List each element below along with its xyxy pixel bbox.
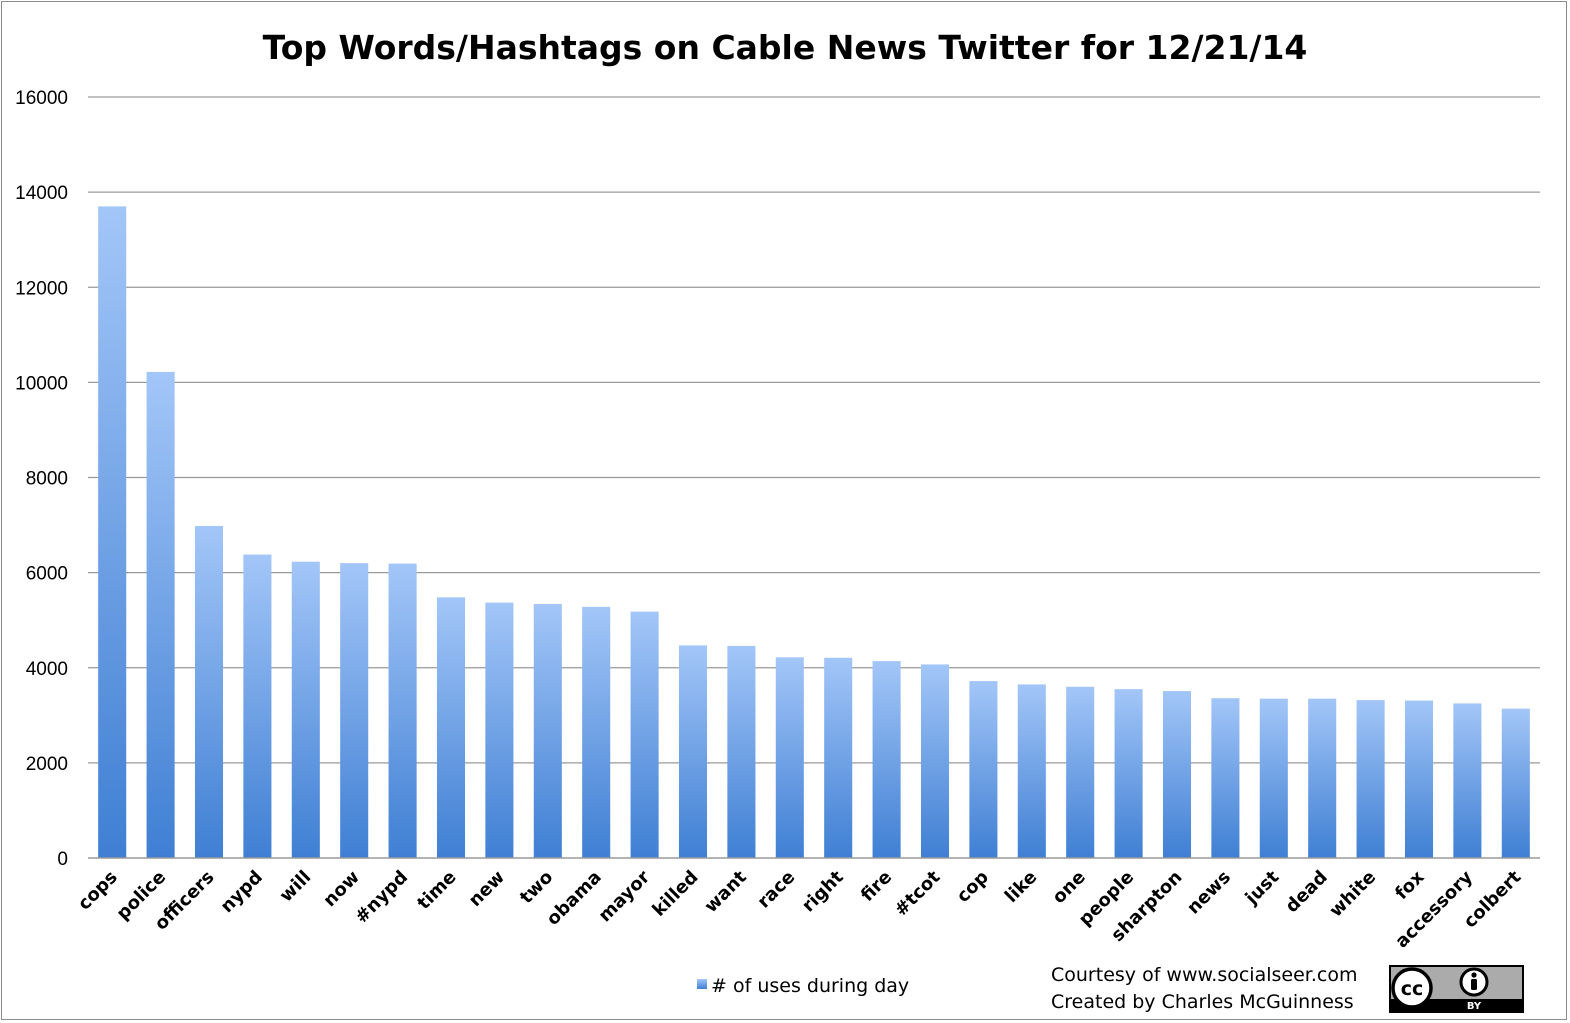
bar-officers (194, 526, 224, 858)
x-tick-label: new (465, 867, 509, 911)
bar-fire (872, 661, 901, 858)
bar-people (1114, 689, 1143, 858)
bar-one (1066, 686, 1095, 858)
legend: # of uses during day (697, 975, 909, 997)
credits: Courtesy of www.socialseer.com Created b… (1051, 964, 1357, 1013)
bar-want (727, 645, 756, 858)
y-tick-label: 14000 (15, 183, 68, 204)
x-tick-label: just (1241, 866, 1284, 909)
x-tick-label: fire (857, 867, 896, 906)
x-tick-label: like (1001, 867, 1041, 907)
x-tick-label: mayor (595, 867, 655, 927)
x-tick-label: nypd (216, 867, 266, 917)
y-tick-label: 8000 (26, 469, 68, 490)
x-tick-label: one (1048, 867, 1089, 908)
bar-cops (98, 206, 127, 859)
y-tick-label: 16000 (15, 88, 68, 109)
legend-label: # of uses during day (711, 975, 909, 997)
x-tick-label: fox (1391, 866, 1429, 904)
y-tick-label: 4000 (26, 659, 68, 680)
bar-race (775, 657, 804, 858)
x-tick-label: killed (648, 867, 702, 921)
x-tick-label: time (413, 867, 460, 914)
x-tick-label: white (1325, 867, 1380, 922)
bar-just (1259, 698, 1288, 858)
bar-killed (678, 645, 708, 858)
bar-news (1211, 698, 1240, 858)
bar-police (146, 371, 175, 858)
cc-label: cc (1401, 978, 1424, 1000)
x-tick-label: will (276, 867, 316, 907)
bar-will (291, 561, 320, 858)
y-axis-ticks: 0 2000 4000 6000 8000 10000 12000 14000 16000 (15, 88, 68, 870)
x-tick-label: dead (1281, 867, 1331, 917)
x-tick-label: cop (953, 867, 993, 907)
bar-hash-nypd (388, 563, 417, 858)
credit-line-2: Created by Charles McGuinness (1051, 991, 1354, 1013)
x-tick-label: two (516, 867, 557, 908)
bar-cop (969, 681, 998, 858)
bar-nypd (243, 554, 272, 858)
bar-fox (1404, 700, 1434, 858)
y-tick-label: 10000 (15, 373, 68, 394)
bar-now (340, 563, 369, 858)
x-tick-label: now (319, 867, 363, 911)
creative-commons-by-icon: cc BY (1389, 965, 1524, 1013)
bar-hash-tcot (920, 664, 950, 858)
bar-sharpton (1162, 691, 1192, 858)
bar-white (1356, 700, 1385, 858)
chart-title: Top Words/Hashtags on Cable News Twitter… (263, 28, 1308, 67)
y-tick-label: 12000 (15, 278, 68, 299)
credit-line-1: Courtesy of www.socialseer.com (1051, 964, 1357, 986)
y-tick-label: 2000 (26, 754, 68, 775)
y-tick-label: 0 (57, 849, 68, 870)
bar-right (824, 657, 853, 858)
bar-like (1017, 684, 1046, 858)
x-tick-label: race (753, 867, 799, 913)
gridlines (88, 96, 1540, 764)
bar-two (533, 604, 562, 858)
bar-mayor (630, 611, 659, 858)
x-tick-label: want (701, 866, 752, 917)
x-tick-label: #nypd (351, 867, 412, 928)
bar-obama (582, 606, 611, 858)
bar-colbert (1501, 708, 1530, 858)
x-tick-label: #tcot (891, 866, 945, 920)
by-label: BY (1467, 1001, 1482, 1012)
bar-new (485, 602, 514, 858)
bar-accessory (1453, 703, 1482, 858)
x-tick-label: right (798, 866, 848, 916)
bar-time (436, 597, 466, 858)
y-tick-label: 6000 (26, 564, 68, 585)
bars (98, 206, 1530, 859)
x-tick-label: obama (543, 867, 606, 930)
legend-swatch (697, 979, 707, 989)
bar-dead (1308, 698, 1337, 858)
x-tick-label: news (1183, 867, 1235, 919)
